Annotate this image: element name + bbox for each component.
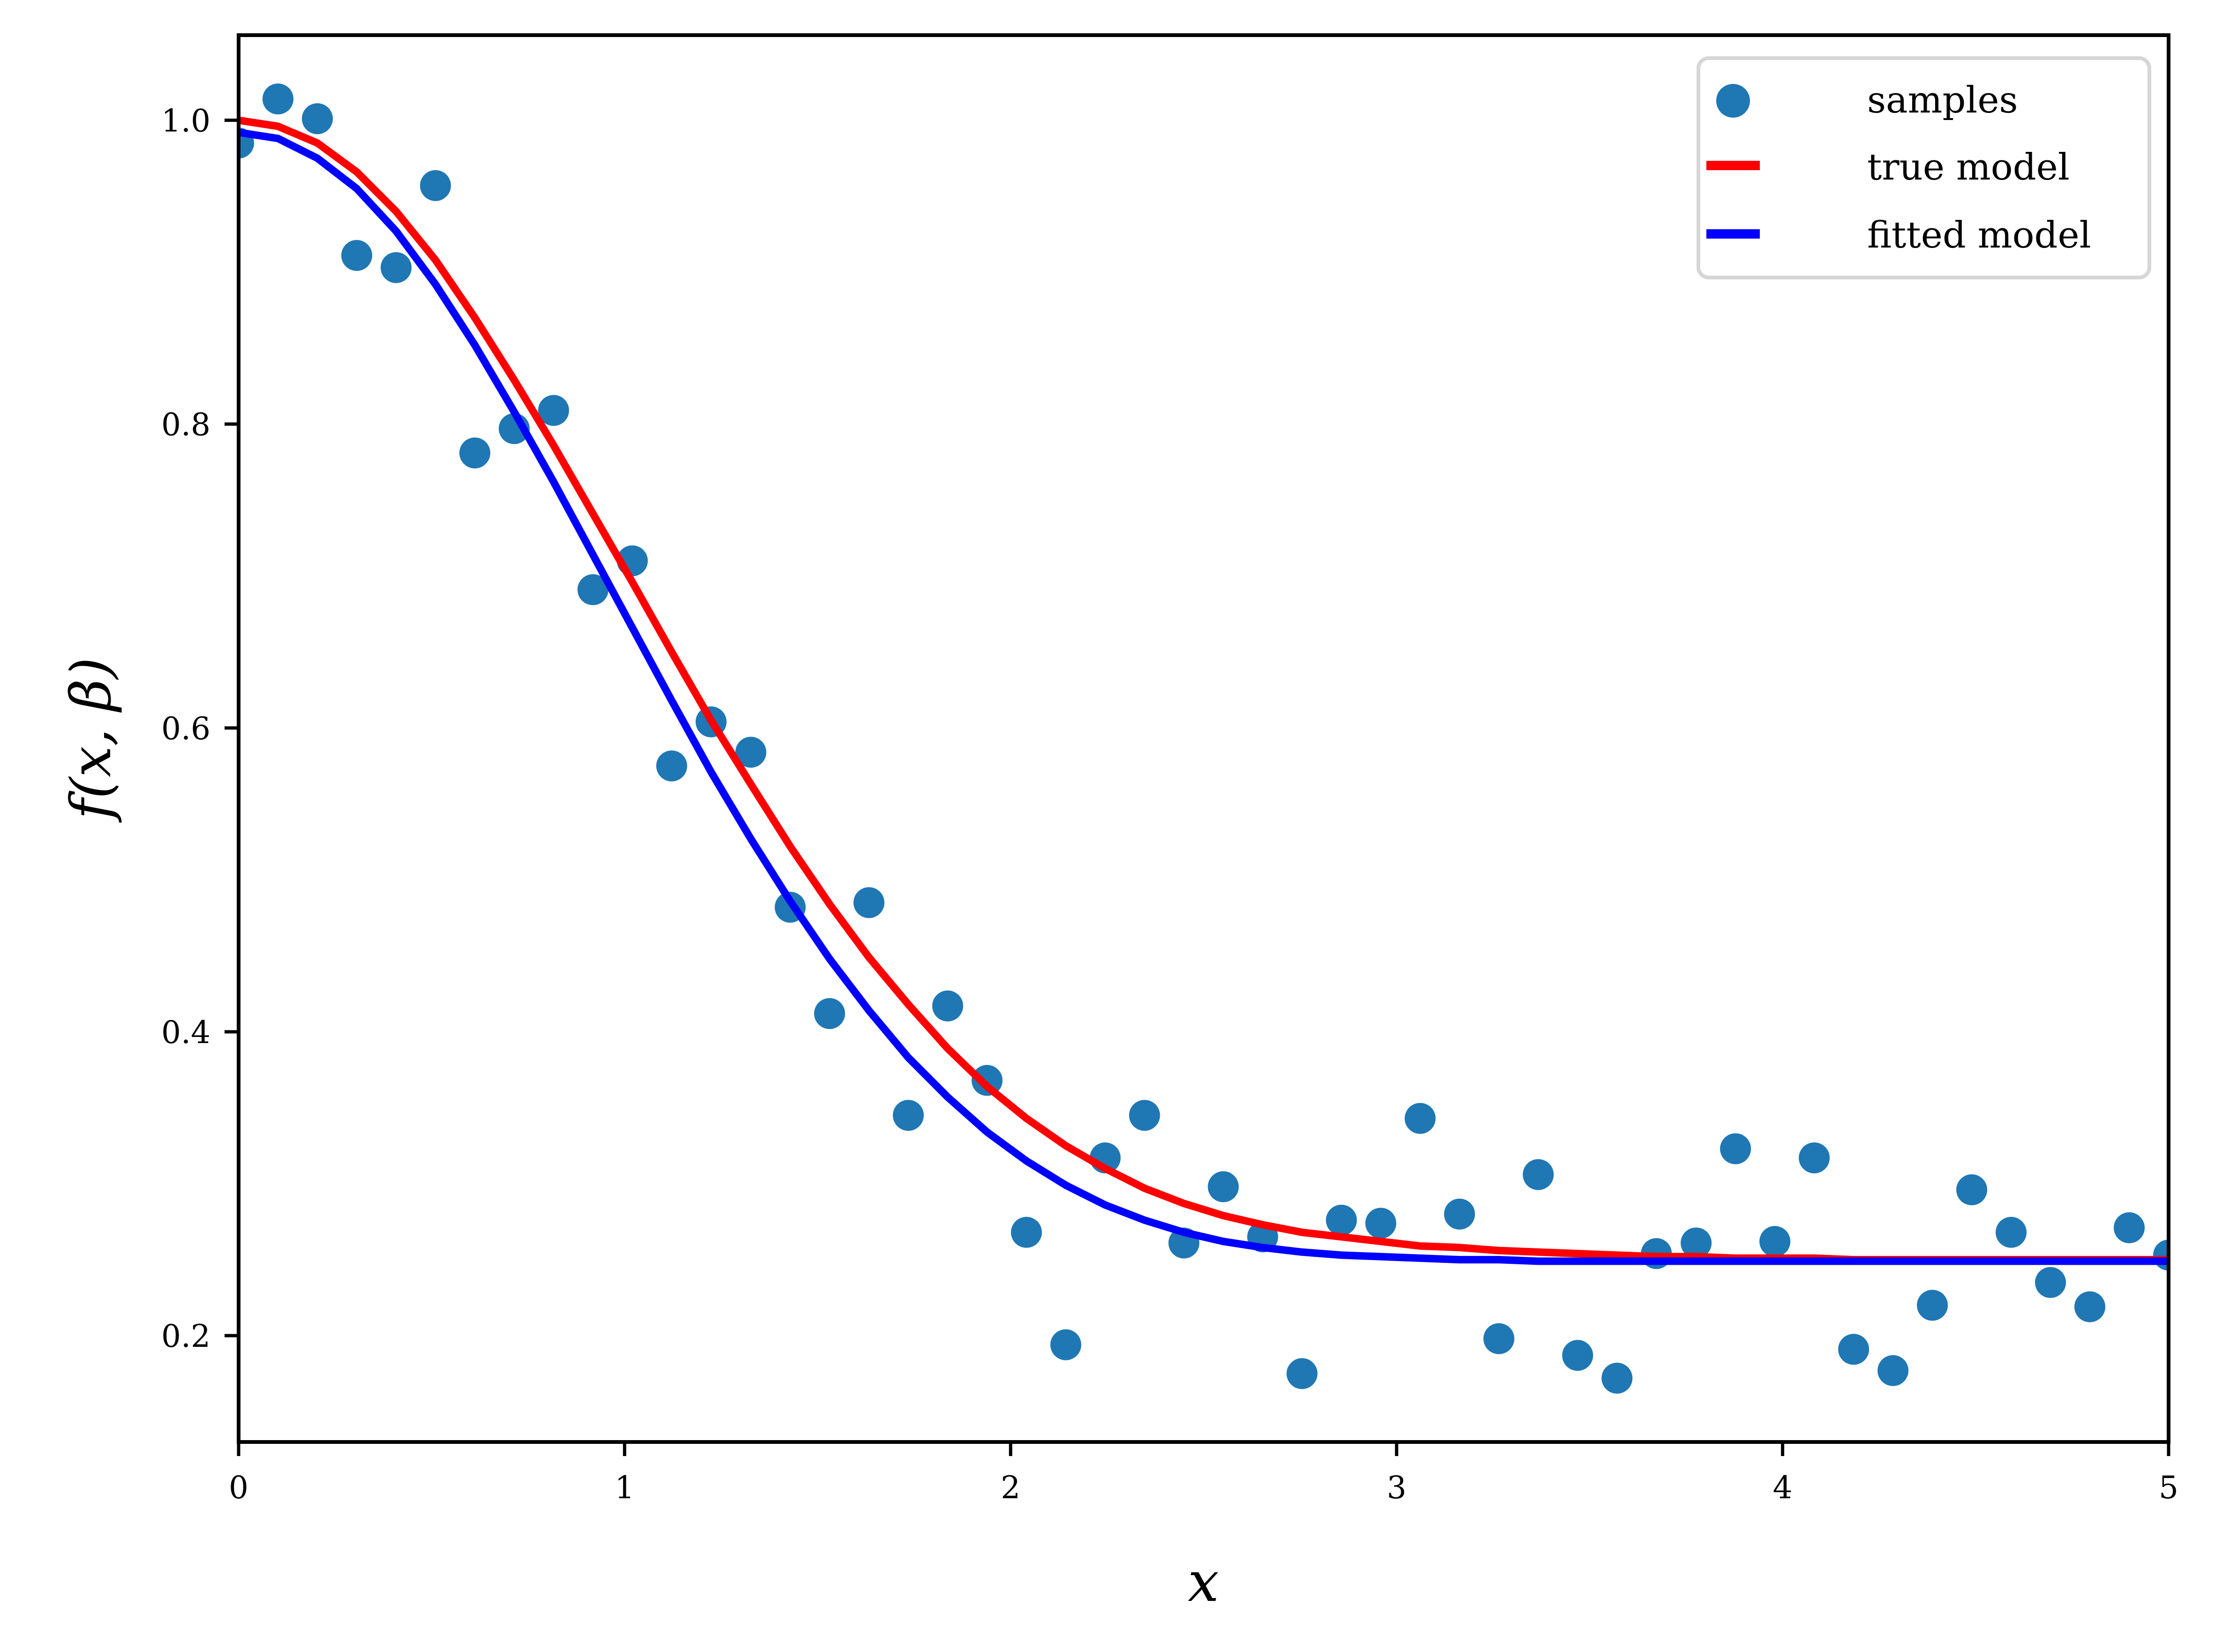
y-tick-label: 0.2 [161,1318,210,1354]
x-tick-label: 1 [615,1470,634,1506]
sample-point [1681,1227,1712,1259]
sample-point [459,437,490,469]
sample-point [1720,1133,1751,1164]
sample-point [2035,1267,2066,1298]
sample-point [2114,1212,2145,1244]
fitted-model-line [239,128,2169,1265]
sample-point [301,103,333,135]
sample-point [735,736,766,768]
sample-point [1011,1216,1042,1248]
sample-point [853,887,885,918]
sample-point [1759,1226,1791,1257]
sample-point [1326,1204,1357,1236]
y-tick-label: 0.6 [161,711,210,747]
sample-point [932,990,963,1021]
sample-point [577,574,608,605]
legend-samples-label: samples [1867,79,2018,121]
y-axis-label: f(x, β) [59,657,123,823]
legend-samples-marker-icon [1716,84,1750,118]
legend-item-samples: samples [1716,79,2018,121]
legend-box [1697,56,2151,279]
sample-point [814,998,845,1029]
x-tick-label: 5 [2159,1470,2178,1506]
plot-area [239,83,2169,1394]
sample-point [1404,1103,1436,1134]
y-tick-label: 0.8 [161,407,210,443]
sample-point [420,170,451,201]
sample-point [1799,1142,1830,1173]
sample-point [1956,1174,1988,1206]
x-axis-label: x [1188,1549,1219,1614]
sample-point [538,395,569,426]
legend-true-model-label: true model [1867,146,2070,188]
x-tick-label: 2 [1001,1470,1021,1506]
x-tick-label: 3 [1387,1470,1406,1506]
sample-point [1838,1334,1870,1365]
sample-point [380,252,412,283]
y-tick-label: 1.0 [161,103,210,139]
sample-point [1562,1340,1593,1371]
sample-point [1523,1159,1554,1190]
sample-point [1444,1198,1475,1230]
legend-item-true-model: true model [1706,146,2070,188]
sample-point [1601,1362,1633,1394]
sample-point [2074,1291,2106,1322]
sample-point [1996,1216,2027,1248]
x-tick-label: 0 [229,1470,248,1506]
sample-point [262,83,293,115]
sample-point [1483,1323,1515,1354]
sample-point [341,240,372,271]
sample-point [1286,1358,1318,1389]
legend-item-fitted-model: fitted model [1706,214,2091,256]
x-axis-ticks: 0 1 2 3 4 5 [229,1442,2178,1506]
sample-point [1917,1290,1948,1321]
sample-point [1208,1171,1239,1202]
sample-point [656,750,687,781]
sample-point [1129,1100,1160,1131]
y-axis-ticks: 0.2 0.4 0.6 0.8 1.0 [161,103,239,1354]
sample-point [1877,1355,1909,1386]
sample-point [1365,1208,1397,1239]
legend-fitted-model-label: fitted model [1867,214,2091,256]
legend: samples true model fitted model [1697,56,2151,279]
sample-point [1050,1329,1081,1360]
y-tick-label: 0.4 [161,1014,210,1051]
x-tick-label: 4 [1773,1470,1793,1506]
sample-point [893,1100,924,1131]
axes-frame [237,33,2170,1444]
